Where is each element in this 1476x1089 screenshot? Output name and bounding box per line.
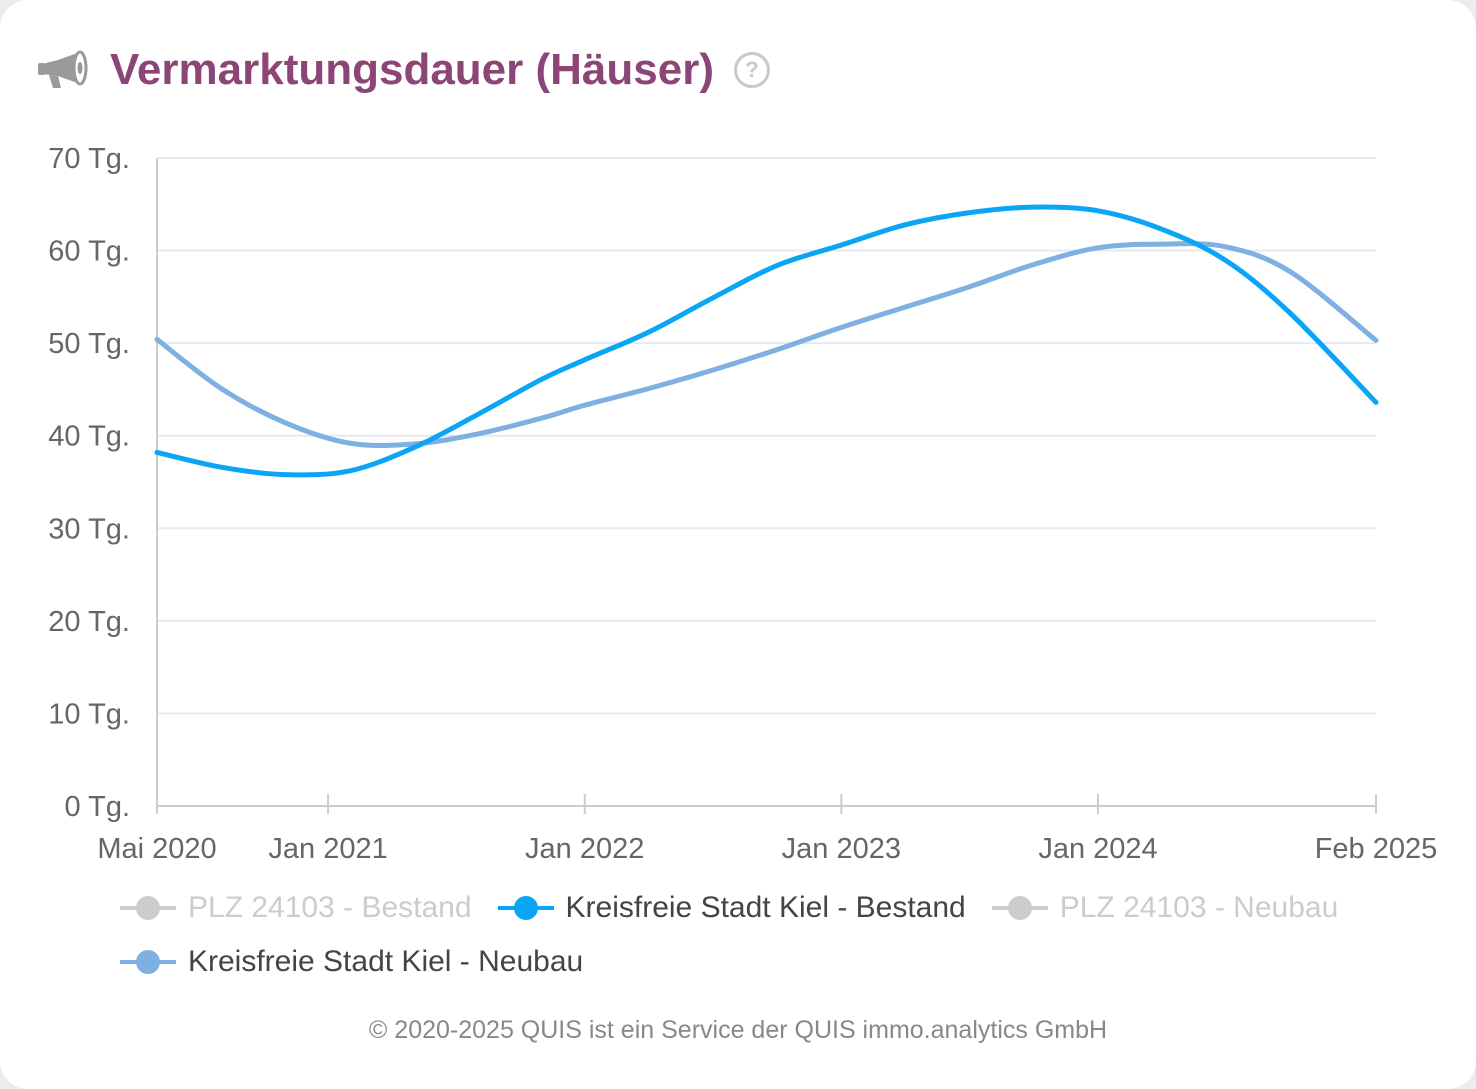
y-tick-label: 0 Tg.	[64, 791, 130, 823]
y-tick-label: 60 Tg.	[48, 236, 130, 268]
help-icon[interactable]: ?	[734, 52, 770, 88]
megaphone-icon	[38, 50, 88, 88]
x-tick-label: Jan 2023	[782, 833, 901, 865]
x-tick-label: Feb 2025	[1315, 833, 1438, 865]
legend-marker-icon	[991, 896, 1048, 920]
x-tick-label: Jan 2021	[268, 833, 387, 865]
chart-header: Vermarktungsdauer (Häuser) ?	[36, 40, 770, 100]
legend-item[interactable]: Kreisfreie Stadt Kiel - Bestand	[497, 888, 966, 928]
y-tick-label: 40 Tg.	[48, 421, 130, 453]
series-line-kiel-bestand	[154, 204, 1379, 478]
legend-marker-icon	[497, 896, 554, 920]
legend-item[interactable]: PLZ 24103 - Bestand	[120, 888, 472, 928]
legend-label: Kreisfreie Stadt Kiel - Bestand	[565, 891, 966, 924]
legend-label: Kreisfreie Stadt Kiel - Neubau	[188, 945, 584, 978]
legend-label: PLZ 24103 - Neubau	[1059, 891, 1339, 924]
y-tick-label: 50 Tg.	[48, 328, 130, 360]
x-tick-label: Jan 2022	[525, 833, 644, 865]
x-tick-label: Mai 2020	[97, 833, 216, 865]
chart-legend: PLZ 24103 - Bestand Kreisfreie Stadt Kiel…	[120, 888, 1400, 982]
legend-marker-icon	[120, 896, 176, 920]
y-tick-label: 10 Tg.	[48, 698, 130, 730]
line-chart: 0 Tg. 10 Tg. 20 Tg. 30 Tg. 40 Tg. 50 Tg. 60 Tg…	[48, 143, 1438, 865]
legend-marker-icon	[120, 950, 176, 974]
series-line-kiel-neubau	[154, 241, 1379, 448]
legend-item[interactable]: PLZ 24103 - Neubau	[991, 888, 1339, 928]
y-tick-label: 70 Tg.	[48, 143, 130, 175]
y-tick-label: 20 Tg.	[48, 606, 130, 638]
page-title: Vermarktungsdauer (Häuser)	[110, 45, 714, 94]
legend-item[interactable]: Kreisfreie Stadt Kiel - Neubau	[120, 942, 583, 982]
copyright-footer: © 2020-2025 QUIS ist ein Service der QUI…	[368, 1016, 1108, 1044]
x-tick-label: Jan 2024	[1038, 833, 1157, 865]
y-tick-label: 30 Tg.	[48, 513, 130, 545]
legend-label: PLZ 24103 - Bestand	[188, 891, 472, 924]
